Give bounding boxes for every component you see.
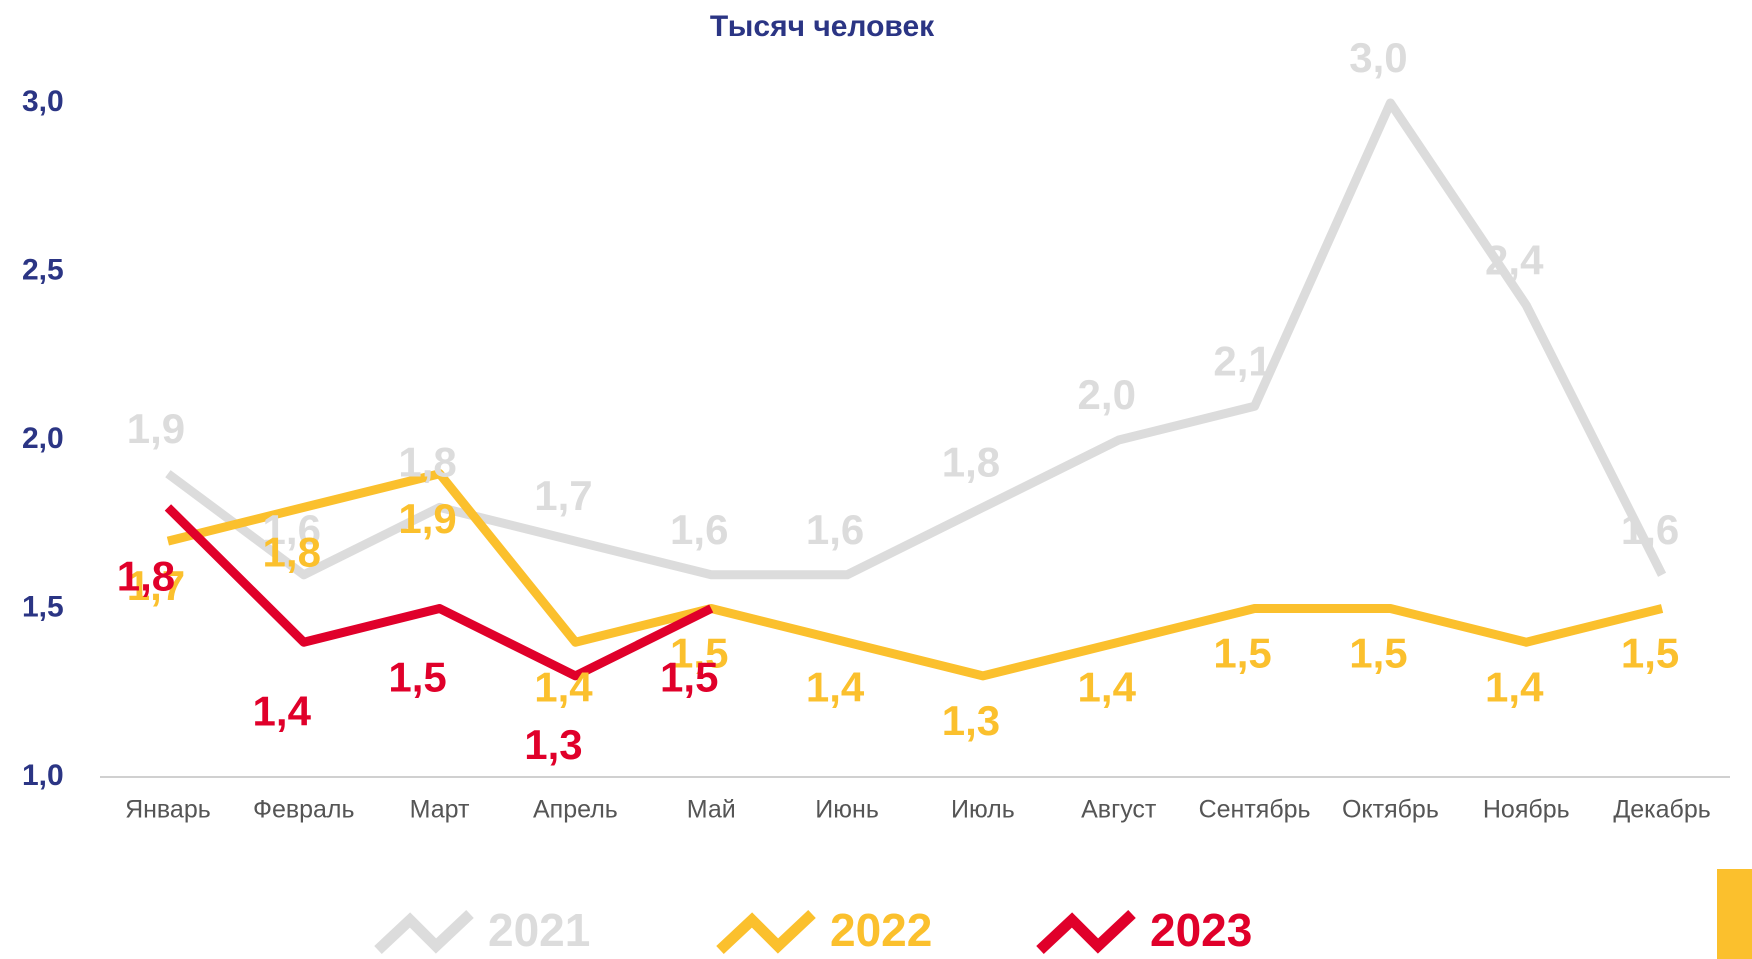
data-label: 2,0 (1078, 371, 1136, 418)
data-label: 1,8 (263, 528, 321, 575)
legend-icon (716, 909, 816, 955)
data-label: 1,3 (524, 721, 582, 768)
data-label: 1,5 (388, 654, 446, 701)
x-tick-label: Февраль (253, 796, 355, 824)
legend-label: 2023 (1150, 904, 1252, 956)
data-label: 1,9 (127, 405, 185, 452)
y-tick-label: 3,0 (22, 85, 64, 118)
data-label: 1,4 (1078, 663, 1137, 710)
decor-block (1717, 869, 1752, 959)
legend-icon (374, 909, 474, 955)
x-tick-label: Март (410, 796, 470, 824)
data-label: 1,6 (670, 506, 728, 553)
data-label: 1,8 (942, 438, 1000, 485)
data-label: 1,5 (670, 630, 728, 677)
legend-label: 2021 (488, 904, 590, 956)
data-label: 1,8 (117, 552, 175, 599)
data-label: 2,1 (1213, 337, 1271, 384)
x-tick-label: Август (1081, 796, 1157, 824)
x-tick-label: Октябрь (1342, 796, 1439, 824)
data-label: 1,5 (1621, 630, 1679, 677)
data-label: 1,6 (806, 506, 864, 553)
data-label: 3,0 (1349, 34, 1407, 81)
data-label: 1,5 (1349, 630, 1407, 677)
series-line (165, 98, 1667, 580)
series-line (166, 469, 1664, 681)
x-tick-label: Июнь (815, 796, 879, 824)
data-label: 1,4 (1485, 663, 1544, 710)
data-label: 1,4 (253, 687, 312, 734)
x-tick-label: Сентябрь (1199, 796, 1311, 824)
y-tick-label: 2,0 (22, 422, 64, 455)
data-label: 1,6 (263, 506, 321, 553)
legend-label: 2022 (830, 904, 932, 956)
y-tick-label: 2,5 (22, 253, 64, 286)
data-label: 1,4 (806, 663, 865, 710)
data-label: 1,8 (398, 438, 456, 485)
x-tick-label: Апрель (533, 796, 618, 824)
data-label: 1,3 (942, 697, 1000, 744)
data-label: 1,7 (127, 562, 185, 609)
chart-title: Тысяч человек (710, 10, 935, 43)
x-tick-label: Декабрь (1613, 796, 1710, 824)
data-label: 1,5 (660, 654, 718, 701)
legend-icon (1036, 909, 1136, 955)
data-label: 1,4 (534, 663, 593, 710)
x-tick-label: Ноябрь (1483, 796, 1570, 824)
x-tick-label: Январь (125, 796, 211, 824)
x-tick-label: Июль (951, 796, 1015, 824)
data-label: 1,5 (1213, 630, 1271, 677)
series-line (164, 504, 714, 681)
x-tick-label: Май (687, 796, 736, 824)
data-label: 1,7 (534, 472, 592, 519)
data-label: 1,6 (1621, 506, 1679, 553)
y-tick-label: 1,5 (22, 590, 64, 623)
data-label: 1,9 (398, 495, 456, 542)
data-label: 2,4 (1485, 236, 1544, 283)
y-tick-label: 1,0 (22, 759, 64, 792)
